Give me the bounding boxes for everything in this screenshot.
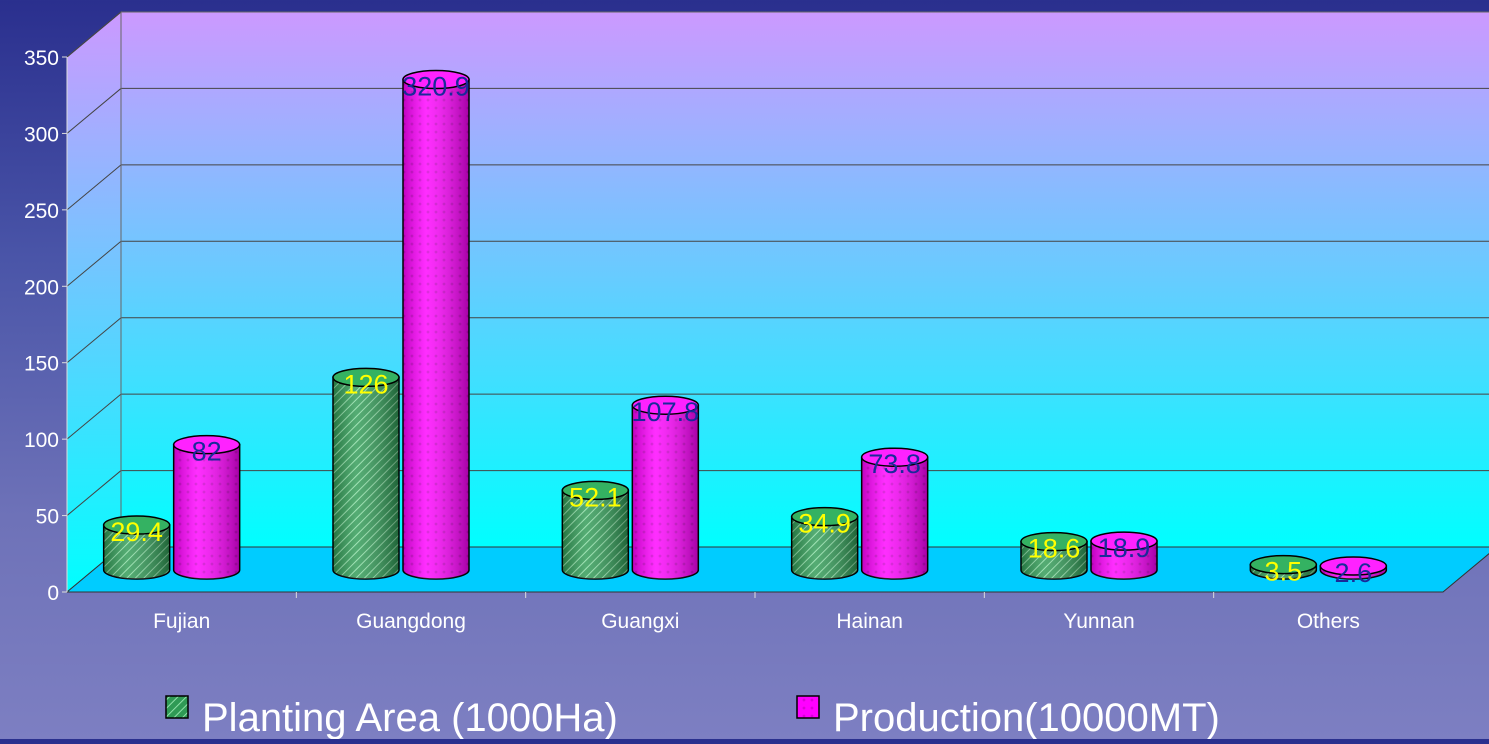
legend-swatch bbox=[796, 695, 820, 719]
bar-production bbox=[1090, 531, 1158, 580]
legend-label: Planting Area (1000Ha) bbox=[202, 696, 618, 739]
bar-shade bbox=[562, 490, 629, 579]
data-label: 3.5 bbox=[1265, 557, 1303, 587]
bar-top bbox=[332, 367, 400, 388]
data-label: 2.6 bbox=[1335, 558, 1373, 588]
x-tick-label: Fujian bbox=[153, 610, 210, 633]
bar-top bbox=[1319, 556, 1388, 576]
data-label: 82 bbox=[192, 437, 222, 467]
data-label: 320.9 bbox=[402, 71, 470, 101]
bar-planting-area bbox=[1020, 531, 1088, 580]
data-label: 107.8 bbox=[632, 397, 700, 427]
bar-shade bbox=[791, 516, 858, 579]
bar-production bbox=[172, 434, 241, 580]
bar-top bbox=[631, 395, 700, 415]
y-tick-label: 0 bbox=[47, 582, 59, 605]
bar-planting-area bbox=[790, 506, 859, 580]
bar-production bbox=[631, 395, 700, 580]
bar-planting-area bbox=[561, 480, 630, 580]
gridline-side bbox=[66, 393, 122, 440]
y-tick-label: 150 bbox=[24, 353, 59, 376]
data-label: 34.9 bbox=[798, 509, 851, 539]
back-wall bbox=[121, 12, 1489, 547]
legend-swatch bbox=[165, 695, 189, 719]
data-label: 18.9 bbox=[1098, 533, 1151, 563]
bar-shade bbox=[1021, 541, 1087, 579]
gridline-side bbox=[66, 88, 122, 134]
y-tick-label: 350 bbox=[24, 47, 59, 70]
x-tick-label: Guangdong bbox=[356, 610, 466, 633]
x-tick-label: Hainan bbox=[836, 610, 903, 633]
bar-top bbox=[1249, 554, 1318, 575]
bar-top bbox=[1090, 531, 1158, 551]
gridline-side bbox=[66, 164, 122, 211]
x-tick-label: Others bbox=[1297, 610, 1360, 633]
y-tick-label: 200 bbox=[24, 276, 59, 299]
y-tick-label: 250 bbox=[24, 200, 59, 223]
gridline-side bbox=[66, 317, 122, 364]
bar-top bbox=[402, 69, 470, 90]
bar-production bbox=[1319, 556, 1388, 580]
bar-planting-area bbox=[102, 515, 171, 580]
bar-shade bbox=[1091, 541, 1157, 579]
bar-shade bbox=[403, 79, 469, 579]
legend-label: Production(10000MT) bbox=[833, 696, 1220, 739]
bar-shade bbox=[861, 457, 928, 579]
bar-top bbox=[172, 434, 241, 455]
bar-shade bbox=[173, 444, 240, 579]
bar-top bbox=[102, 515, 171, 535]
x-tick-label: Yunnan bbox=[1063, 610, 1134, 633]
data-label: 18.6 bbox=[1028, 534, 1081, 564]
data-label: 29.4 bbox=[110, 517, 163, 547]
gridline-side bbox=[66, 11, 122, 58]
bar-top bbox=[860, 447, 929, 467]
y-tick-label: 300 bbox=[24, 123, 59, 146]
bar-production bbox=[402, 69, 470, 580]
bar-top bbox=[1020, 531, 1088, 552]
bar-shade bbox=[632, 405, 699, 579]
bar-top bbox=[790, 506, 859, 527]
side-wall bbox=[66, 10, 122, 594]
bar-planting-area bbox=[1249, 554, 1318, 580]
data-label: 126 bbox=[343, 369, 388, 399]
bar-planting-area bbox=[332, 367, 400, 580]
data-label: 73.8 bbox=[868, 449, 921, 479]
bar-production bbox=[860, 447, 929, 580]
gridline-side bbox=[66, 240, 122, 287]
bar-shade bbox=[103, 525, 170, 579]
data-label: 52.1 bbox=[569, 482, 622, 512]
y-tick-label: 50 bbox=[36, 506, 59, 529]
bar-top bbox=[561, 480, 630, 501]
bar-shade bbox=[333, 377, 399, 579]
y-tick-label: 100 bbox=[24, 429, 59, 452]
gridline-side bbox=[66, 470, 122, 516]
x-tick-label: Guangxi bbox=[601, 610, 679, 633]
